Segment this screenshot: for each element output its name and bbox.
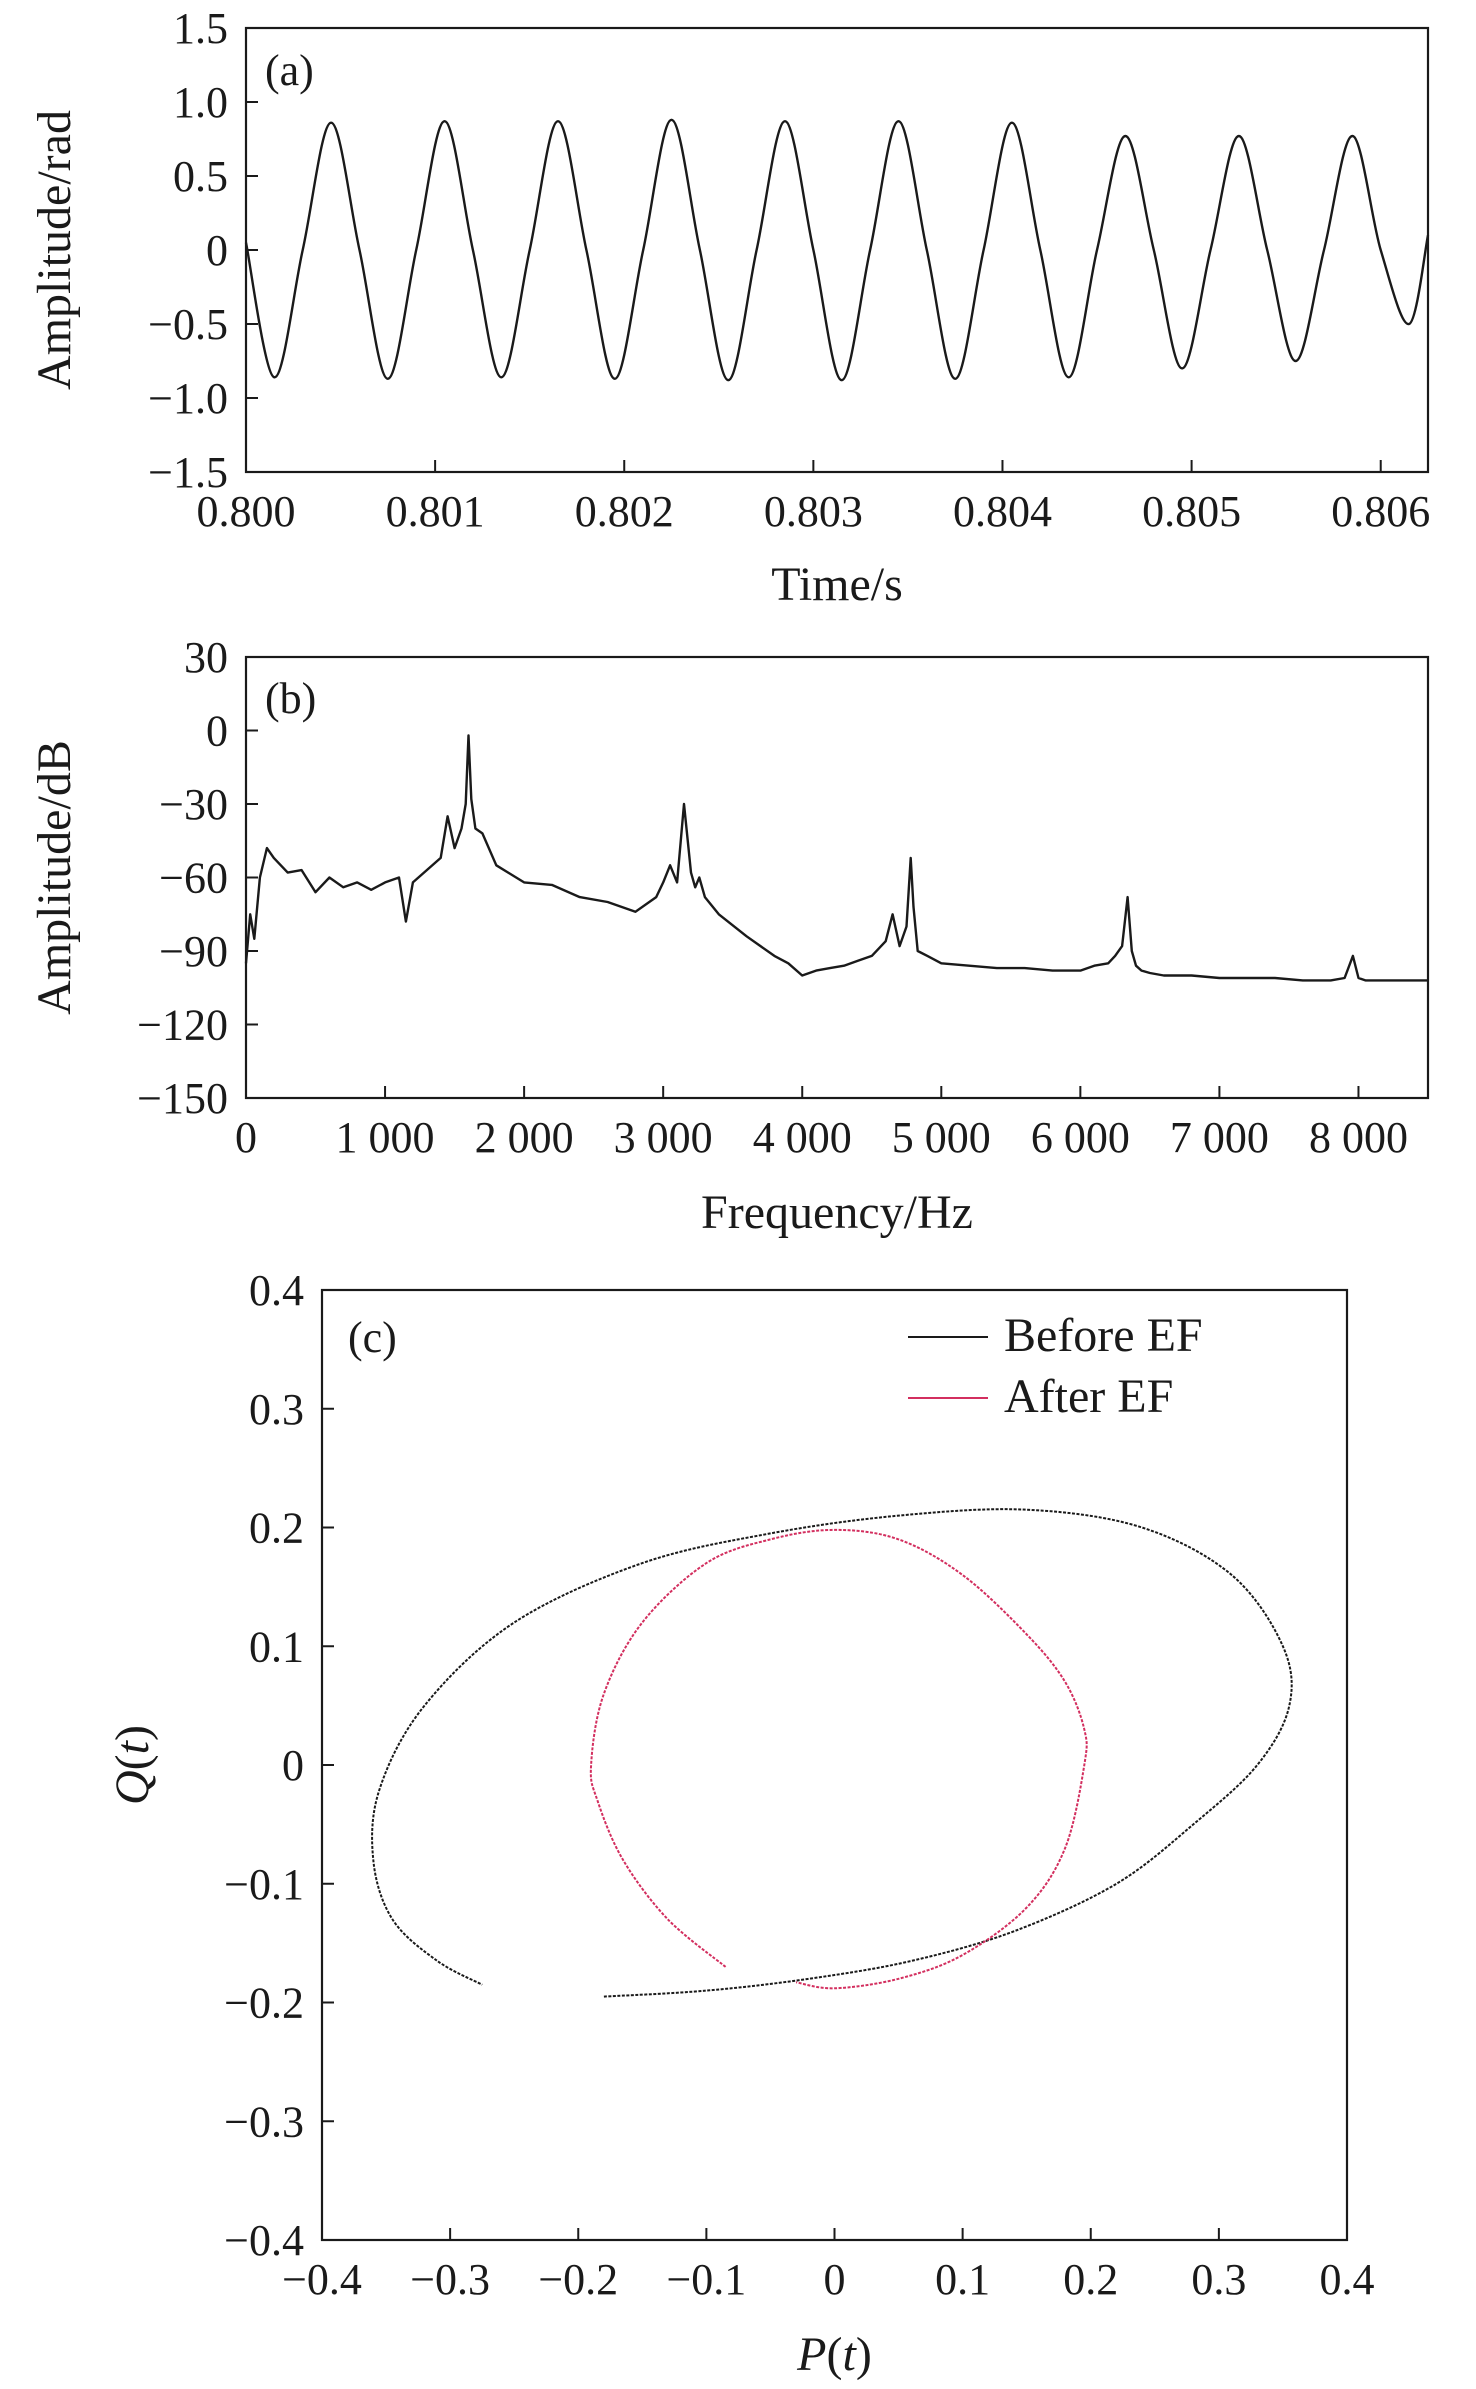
y-tick-label-a: −1.0	[148, 374, 228, 423]
panel-b-spectrum: (b) 0 1 000 2 000 3 000 4 000 5 000 6 000 7 000…	[28, 633, 1430, 1239]
y-tick-label-c: −0.2	[224, 1979, 304, 2028]
x-tick-label-c: 0	[824, 2255, 846, 2304]
y-tick-label-a: 0	[206, 226, 228, 275]
plot-frame-b	[244, 655, 1430, 1100]
x-tick-label-a: 0.805	[1142, 487, 1241, 536]
x-tick-label-b: 5 000	[892, 1113, 991, 1162]
x-tick-label-c: −0.2	[538, 2255, 618, 2304]
x-tick-label-c: 0.1	[935, 2255, 990, 2304]
plot-frame-c	[320, 1288, 1349, 2242]
panel-c-phase-portrait: (c) Before EF After EF −0.4 −0.3 −0.2 −0.1 0…	[106, 1266, 1375, 2381]
y-tick-label-b: −30	[159, 780, 228, 829]
y-tick-label-a: −1.5	[148, 448, 228, 497]
y-axis-label-b: Amplitude/dB	[28, 740, 81, 1015]
y-tick-label-c: 0.3	[249, 1385, 304, 1434]
y-tick-label-b: −120	[137, 1001, 228, 1050]
x-tick-label-c: 0.3	[1191, 2255, 1246, 2304]
x-tick-label-a: 0.806	[1331, 487, 1430, 536]
panel-c-label: (c)	[348, 1313, 397, 1362]
y-tick-label-c: 0	[282, 1741, 304, 1790]
x-tick-label-a: 0.804	[953, 487, 1052, 536]
x-tick-label-b: 3 000	[614, 1113, 713, 1162]
panel-a-time-signal: (a) 0.800 0.801 0.802 0.803 0.804 0.805 0.806 1…	[28, 4, 1430, 611]
y-tick-label-c: 0.2	[249, 1504, 304, 1553]
x-tick-label-a: 0.803	[764, 487, 863, 536]
x-tick-label-a: 0.800	[197, 487, 296, 536]
x-tick-label-c: 0.4	[1320, 2255, 1375, 2304]
series-line-b-0	[244, 734, 1428, 982]
x-tick-label-a: 0.801	[386, 487, 485, 536]
y-tick-label-b: −60	[159, 854, 228, 903]
y-tick-label-b: −150	[137, 1074, 228, 1123]
y-tick-label-a: 1.5	[173, 4, 228, 53]
x-axis-label-c: P(t)	[796, 2328, 872, 2381]
panel-b-label: (b)	[265, 674, 316, 723]
x-tick-label-c: −0.1	[666, 2255, 746, 2304]
plot-frame-a	[244, 26, 1430, 474]
series-line-c-1	[589, 1528, 1088, 1990]
legend-label-before-ef: Before EF	[1004, 1309, 1203, 1362]
y-tick-label-a: −0.5	[148, 300, 228, 349]
y-axis-label-c: Q(t)	[106, 1725, 159, 1805]
y-tick-label-a: 1.0	[173, 78, 228, 127]
y-tick-label-c: 0.4	[249, 1266, 304, 1315]
x-tick-label-b: 1 000	[336, 1113, 435, 1162]
x-tick-label-b: 2 000	[475, 1113, 574, 1162]
y-tick-label-a: 0.5	[173, 152, 228, 201]
series-line-c-0	[371, 1508, 1293, 1998]
y-tick-label-c: 0.1	[249, 1622, 304, 1671]
x-tick-label-a: 0.802	[575, 487, 674, 536]
panel-a-label: (a)	[265, 46, 314, 95]
x-tick-label-c: 0.2	[1063, 2255, 1118, 2304]
x-tick-label-b: 6 000	[1031, 1113, 1130, 1162]
y-tick-label-c: −0.1	[224, 1860, 304, 1909]
x-tick-label-c: −0.4	[282, 2255, 362, 2304]
series-line-a-0	[244, 118, 1430, 382]
legend-label-after-ef: After EF	[1004, 1370, 1173, 1423]
y-axis-label-a: Amplitude/rad	[28, 110, 81, 390]
x-tick-label-b: 8 000	[1309, 1113, 1408, 1162]
x-tick-label-b: 7 000	[1170, 1113, 1269, 1162]
x-axis-label-a: Time/s	[771, 558, 903, 611]
x-tick-label-b: 0	[235, 1113, 257, 1162]
x-tick-label-b: 4 000	[753, 1113, 852, 1162]
x-axis-label-b: Frequency/Hz	[701, 1186, 973, 1239]
y-tick-label-b: −90	[159, 927, 228, 976]
y-tick-label-b: 0	[206, 707, 228, 756]
y-tick-label-b: 30	[184, 633, 228, 682]
y-tick-label-c: −0.4	[224, 2216, 304, 2265]
x-tick-label-c: −0.3	[410, 2255, 490, 2304]
y-tick-label-c: −0.3	[224, 2097, 304, 2146]
legend: Before EF After EF	[908, 1309, 1203, 1423]
